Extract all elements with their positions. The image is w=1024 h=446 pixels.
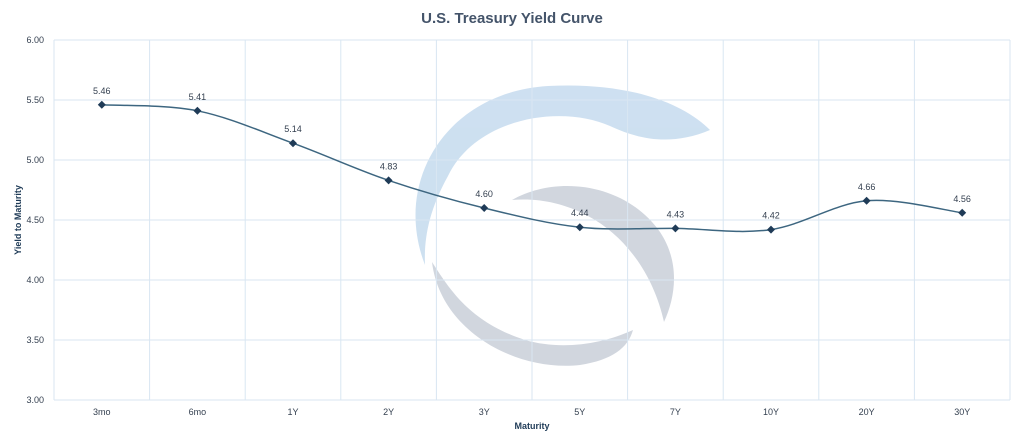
data-point-marker	[671, 224, 680, 233]
data-point-marker	[575, 223, 584, 232]
data-label: 4.83	[380, 161, 398, 171]
data-point-marker	[958, 208, 967, 217]
y-tick-label: 3.00	[26, 395, 44, 405]
chart-title: U.S. Treasury Yield Curve	[421, 10, 603, 27]
watermark-logo	[415, 85, 710, 366]
x-tick-label: 30Y	[954, 407, 970, 417]
gridlines	[53, 39, 1011, 401]
x-tick-label: 5Y	[574, 407, 585, 417]
x-tick-label: 7Y	[670, 407, 681, 417]
watermark-blue-arc	[415, 85, 710, 265]
y-tick-label: 3.50	[26, 335, 44, 345]
x-axis-title: Maturity	[514, 421, 549, 431]
data-point-marker	[767, 225, 775, 234]
data-label: 5.41	[189, 92, 207, 102]
data-label: 5.46	[93, 86, 111, 96]
y-tick-label: 4.50	[26, 215, 44, 225]
y-tick-label: 5.00	[26, 155, 44, 165]
y-tick-label: 6.00	[26, 35, 44, 45]
series-yield: 5.46 5.41 5.14 4.83 4.60 4.44 4.43 4.42 4.66 4.56	[93, 86, 971, 234]
data-point-marker	[384, 176, 393, 185]
data-point-marker	[289, 139, 297, 148]
data-label: 5.14	[284, 124, 302, 134]
data-label: 4.44	[571, 208, 589, 218]
data-point-marker	[480, 204, 489, 212]
data-label: 4.66	[858, 182, 876, 192]
x-tick-label: 6mo	[189, 407, 207, 417]
data-label: 4.43	[667, 209, 685, 219]
watermark-gray-arc	[432, 185, 674, 366]
x-tick-label: 2Y	[383, 407, 394, 417]
data-label: 4.42	[762, 211, 780, 221]
x-tick-label: 3mo	[93, 407, 111, 417]
data-label: 4.60	[475, 189, 493, 199]
x-tick-label: 20Y	[859, 407, 875, 417]
y-axis-title: Yield to Maturity	[13, 185, 23, 255]
series-line	[101, 104, 963, 233]
data-label: 4.56	[953, 194, 971, 204]
axes: 3.00 3.50 4.00 4.50 5.00 5.50 6.00 3mo 6mo 1Y 2Y 3Y…	[26, 35, 970, 417]
data-point-marker	[862, 196, 871, 205]
y-tick-label: 4.00	[26, 275, 44, 285]
x-tick-label: 1Y	[287, 407, 298, 417]
y-tick-label: 5.50	[26, 95, 44, 105]
data-point-marker	[193, 106, 202, 115]
x-tick-label: 3Y	[479, 407, 490, 417]
x-tick-label: 10Y	[763, 407, 779, 417]
data-point-marker	[97, 100, 106, 109]
